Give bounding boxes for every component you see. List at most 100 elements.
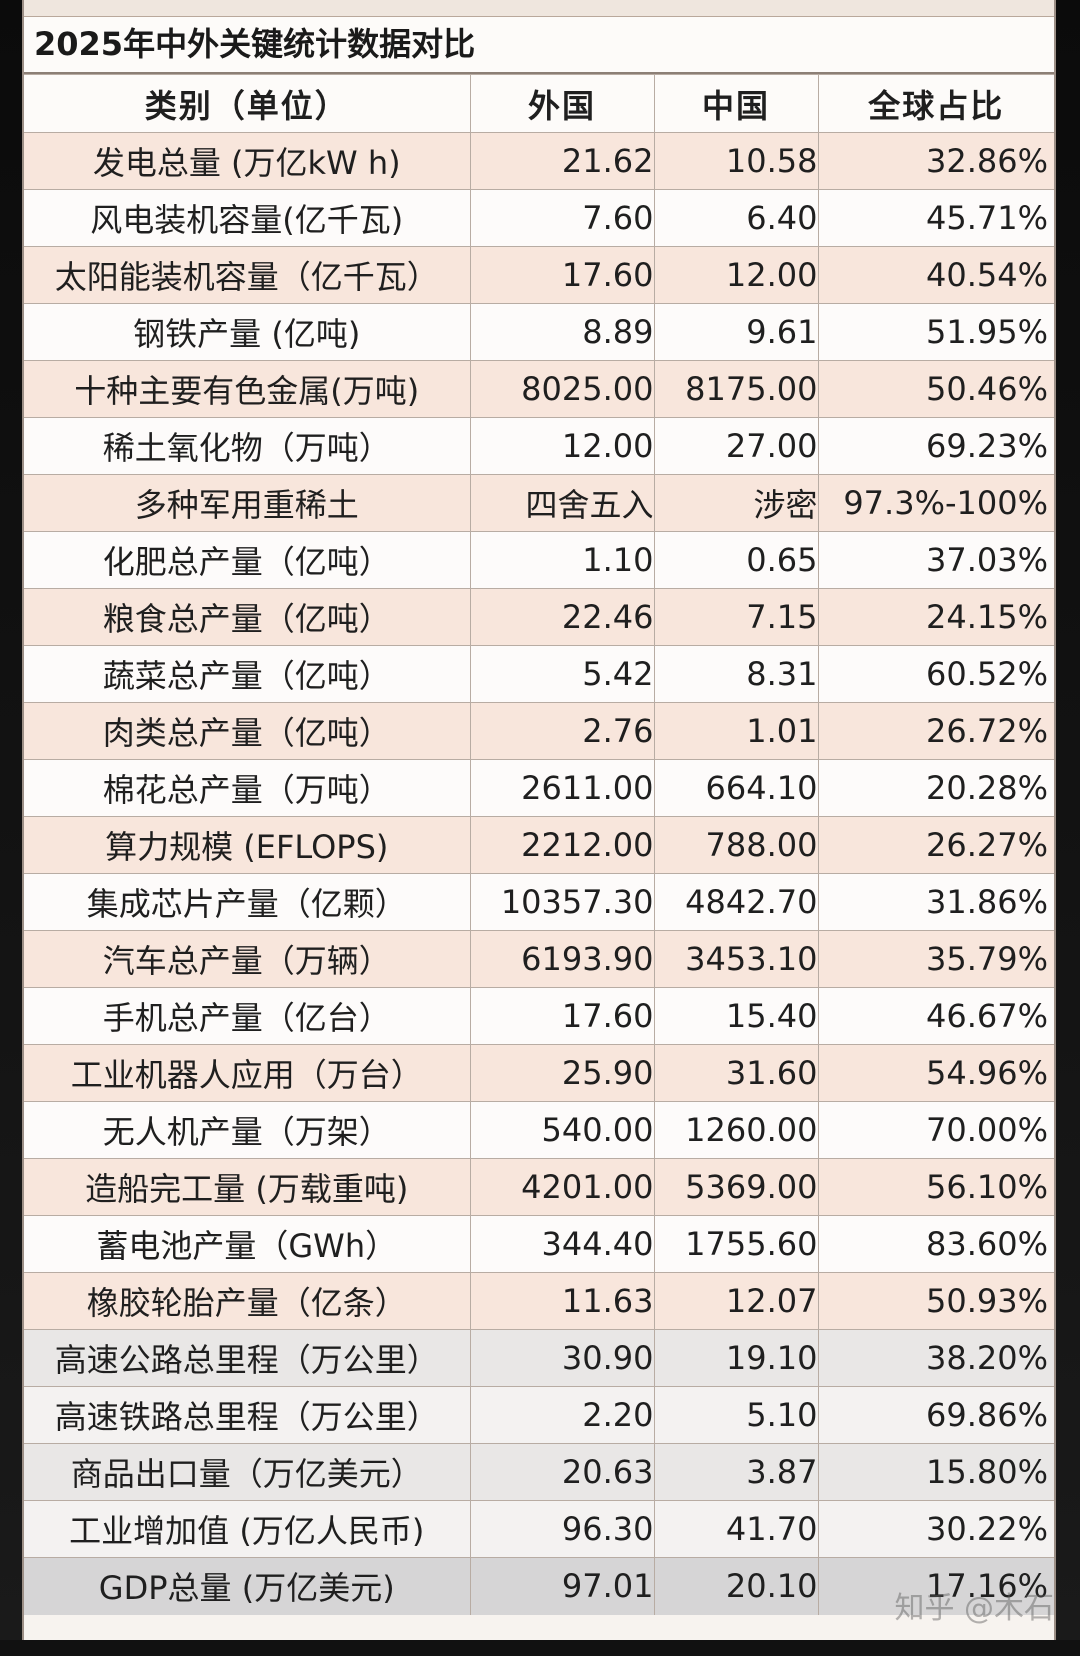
- table-row: 工业机器人应用（万台） 25.90 31.60 54.96%: [24, 1044, 1054, 1102]
- cell-global-share: 40.54%: [818, 246, 1054, 304]
- header-china: 中国: [654, 74, 819, 133]
- cell-foreign: 344.40: [470, 1215, 655, 1273]
- cell-foreign: 10357.30: [470, 873, 655, 931]
- cell-category: 蔬菜总产量（亿吨）: [24, 645, 471, 703]
- cell-category: 粮食总产量（亿吨）: [24, 588, 471, 646]
- header-category: 类别（单位）: [24, 74, 471, 133]
- cell-global-share: 50.46%: [818, 360, 1054, 418]
- cell-category: 化肥总产量（亿吨）: [24, 531, 471, 589]
- cell-global-share: 69.86%: [818, 1386, 1054, 1444]
- cell-foreign: 2.76: [470, 702, 655, 760]
- table-row: 发电总量 (万亿kW h) 21.62 10.58 32.86%: [24, 132, 1054, 190]
- cell-category: 集成芯片产量（亿颗）: [24, 873, 471, 931]
- cell-category: 无人机产量（万架）: [24, 1101, 471, 1159]
- cell-global-share: 35.79%: [818, 930, 1054, 988]
- table-row: 集成芯片产量（亿颗） 10357.30 4842.70 31.86%: [24, 873, 1054, 931]
- cell-foreign: 1.10: [470, 531, 655, 589]
- cell-foreign: 四舍五入: [470, 474, 655, 532]
- table-row: 棉花总产量（万吨） 2611.00 664.10 20.28%: [24, 759, 1054, 817]
- cell-foreign: 17.60: [470, 987, 655, 1045]
- cell-china: 8175.00: [654, 360, 819, 418]
- cell-global-share: 50.93%: [818, 1272, 1054, 1330]
- table-row: 蔬菜总产量（亿吨） 5.42 8.31 60.52%: [24, 645, 1054, 703]
- table-row: 风电装机容量(亿千瓦) 7.60 6.40 45.71%: [24, 189, 1054, 247]
- cell-global-share: 24.15%: [818, 588, 1054, 646]
- cell-china: 27.00: [654, 417, 819, 475]
- cell-category: 棉花总产量（万吨）: [24, 759, 471, 817]
- cell-foreign: 540.00: [470, 1101, 655, 1159]
- watermark: 知乎 @木石: [894, 1591, 1054, 1626]
- cell-foreign: 22.46: [470, 588, 655, 646]
- cell-global-share: 31.86%: [818, 873, 1054, 931]
- cell-china: 788.00: [654, 816, 819, 874]
- cell-category: 十种主要有色金属(万吨): [24, 360, 471, 418]
- cell-category: 橡胶轮胎产量（亿条）: [24, 1272, 471, 1330]
- cell-category: 蓄电池产量（GWh）: [24, 1215, 471, 1273]
- cell-global-share: 54.96%: [818, 1044, 1054, 1102]
- cell-china: 9.61: [654, 303, 819, 361]
- cell-global-share: 30.22%: [818, 1500, 1054, 1558]
- table-row: 多种军用重稀土 四舍五入 涉密 97.3%-100%: [24, 474, 1054, 532]
- table-row: GDP总量 (万亿美元) 97.01 20.10 17.16%: [24, 1557, 1054, 1615]
- cell-category: GDP总量 (万亿美元): [24, 1557, 471, 1615]
- table-row: 无人机产量（万架） 540.00 1260.00 70.00%: [24, 1101, 1054, 1159]
- table-row: 算力规模 (EFLOPS) 2212.00 788.00 26.27%: [24, 816, 1054, 874]
- cell-china: 6.40: [654, 189, 819, 247]
- cell-global-share: 83.60%: [818, 1215, 1054, 1273]
- cell-foreign: 25.90: [470, 1044, 655, 1102]
- table-row: 稀土氧化物（万吨） 12.00 27.00 69.23%: [24, 417, 1054, 475]
- cell-global-share: 70.00%: [818, 1101, 1054, 1159]
- cell-global-share: 17.16%: [818, 1557, 1054, 1615]
- cell-foreign: 12.00: [470, 417, 655, 475]
- cell-global-share: 97.3%-100%: [818, 474, 1054, 532]
- cell-china: 12.00: [654, 246, 819, 304]
- cell-china: 41.70: [654, 1500, 819, 1558]
- header-global-share: 全球占比: [818, 74, 1054, 133]
- cell-foreign: 2611.00: [470, 759, 655, 817]
- cell-global-share: 69.23%: [818, 417, 1054, 475]
- cell-china: 5.10: [654, 1386, 819, 1444]
- cell-category: 风电装机容量(亿千瓦): [24, 189, 471, 247]
- table-row: 工业增加值 (万亿人民币) 96.30 41.70 30.22%: [24, 1500, 1054, 1558]
- cell-global-share: 15.80%: [818, 1443, 1054, 1501]
- cell-global-share: 46.67%: [818, 987, 1054, 1045]
- cell-china: 15.40: [654, 987, 819, 1045]
- table-row: 粮食总产量（亿吨） 22.46 7.15 24.15%: [24, 588, 1054, 646]
- cell-china: 664.10: [654, 759, 819, 817]
- cell-global-share: 32.86%: [818, 132, 1054, 190]
- cell-category: 肉类总产量（亿吨）: [24, 702, 471, 760]
- table-row: 手机总产量（亿台） 17.60 15.40 46.67%: [24, 987, 1054, 1045]
- cell-category: 工业增加值 (万亿人民币): [24, 1500, 471, 1558]
- cell-china: 1260.00: [654, 1101, 819, 1159]
- cell-china: 1755.60: [654, 1215, 819, 1273]
- header-row: 类别（单位） 外国 中国 全球占比: [24, 74, 1054, 133]
- cell-global-share: 38.20%: [818, 1329, 1054, 1387]
- cell-global-share: 45.71%: [818, 189, 1054, 247]
- cell-global-share: 37.03%: [818, 531, 1054, 589]
- cell-foreign: 5.42: [470, 645, 655, 703]
- cell-global-share: 60.52%: [818, 645, 1054, 703]
- cell-foreign: 11.63: [470, 1272, 655, 1330]
- cell-category: 高速铁路总里程（万公里）: [24, 1386, 471, 1444]
- cell-foreign: 2.20: [470, 1386, 655, 1444]
- table-row: 高速铁路总里程（万公里） 2.20 5.10 69.86%: [24, 1386, 1054, 1444]
- table-row: 十种主要有色金属(万吨) 8025.00 8175.00 50.46%: [24, 360, 1054, 418]
- cell-foreign: 7.60: [470, 189, 655, 247]
- cell-china: 5369.00: [654, 1158, 819, 1216]
- table-row: 肉类总产量（亿吨） 2.76 1.01 26.72%: [24, 702, 1054, 760]
- table-row: 造船完工量 (万载重吨) 4201.00 5369.00 56.10%: [24, 1158, 1054, 1216]
- cell-global-share: 26.27%: [818, 816, 1054, 874]
- cell-foreign: 6193.90: [470, 930, 655, 988]
- cell-foreign: 21.62: [470, 132, 655, 190]
- cell-category: 汽车总产量（万辆）: [24, 930, 471, 988]
- cell-category: 高速公路总里程（万公里）: [24, 1329, 471, 1387]
- cell-foreign: 20.63: [470, 1443, 655, 1501]
- cell-china: 3453.10: [654, 930, 819, 988]
- table-row: 蓄电池产量（GWh） 344.40 1755.60 83.60%: [24, 1215, 1054, 1273]
- cell-china: 4842.70: [654, 873, 819, 931]
- table-row: 高速公路总里程（万公里） 30.90 19.10 38.20%: [24, 1329, 1054, 1387]
- cell-foreign: 17.60: [470, 246, 655, 304]
- cell-category: 算力规模 (EFLOPS): [24, 816, 471, 874]
- cell-china: 涉密: [654, 474, 819, 532]
